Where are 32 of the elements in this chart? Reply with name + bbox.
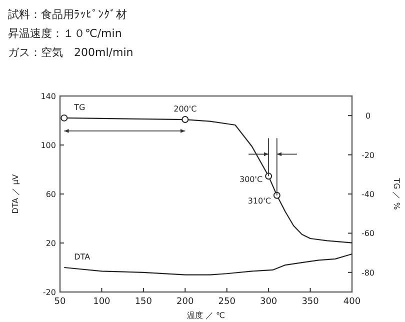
x-tick-label: 350 [302, 297, 320, 307]
y2-tick-label: -20 [361, 150, 375, 160]
y-tick-label: 60 [46, 190, 56, 199]
y2-axis-title: TG ／ % [392, 177, 401, 210]
annotation: 300'C [240, 175, 263, 184]
line-series [64, 253, 353, 276]
x-tick-label: 100 [93, 297, 111, 307]
annotation: 310'C [248, 196, 272, 206]
y-tick-label: 140 [40, 92, 56, 101]
x-tick-label: 50 [54, 297, 66, 307]
y-tick-label: 20 [46, 239, 56, 248]
y2-tick-label: 0 [365, 112, 371, 121]
x-tick-label: 150 [134, 297, 152, 307]
x-tick-label: 250 [218, 297, 236, 307]
x-tick-label: 400 [343, 297, 361, 307]
annotation: 200'C [174, 104, 198, 114]
y2-tick-label: -40 [361, 190, 375, 199]
y-axis-title: DTA ／ μV [11, 174, 20, 214]
text: ガス：空気 200ml/min [8, 46, 134, 59]
x-tick-label: 300 [260, 297, 278, 307]
y-tick-label: -20 [42, 288, 56, 297]
y2-tick-label: -60 [361, 229, 375, 238]
y2-tick-label: -80 [361, 268, 375, 278]
y-tick-label: 100 [40, 141, 56, 150]
x-tick-label: 200 [176, 297, 194, 307]
chart-subtitle: 昇温速度：１０℃/min [8, 27, 122, 40]
point [60, 114, 68, 122]
series-label: DTA [74, 252, 91, 262]
point [182, 116, 189, 124]
x-axis-title: 温度 ／ ℃ [186, 311, 226, 320]
chart-title: 試料：食品用ﾗｯﾋﾟﾝｸﾞ材 [8, 8, 127, 21]
series-label: TG [73, 102, 86, 112]
